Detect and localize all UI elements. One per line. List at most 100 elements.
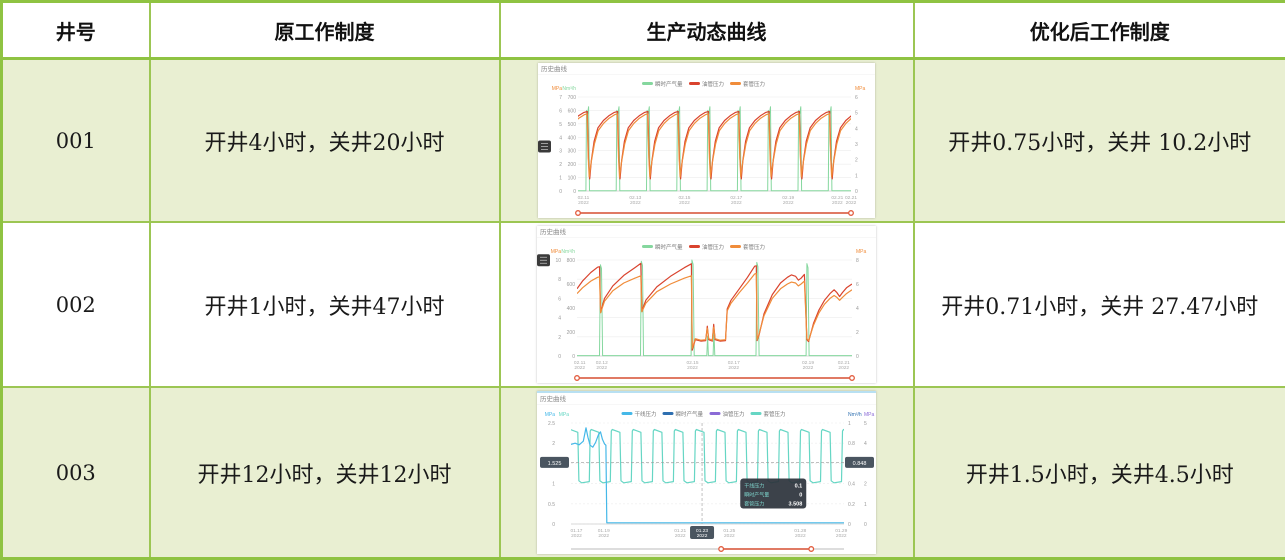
table-row-003: 003 开井12小时，关井12小时 历史曲线 干线压力 瞬时产气量 油管压力 套管压力 M… <box>0 386 1285 560</box>
svg-text:2022: 2022 <box>697 533 708 539</box>
svg-text:02.21: 02.21 <box>845 195 857 201</box>
svg-text:500: 500 <box>568 122 577 128</box>
svg-text:02.12: 02.12 <box>596 360 608 366</box>
svg-text:700: 700 <box>568 95 577 101</box>
svg-text:2022: 2022 <box>675 533 686 539</box>
svg-text:油管压力: 油管压力 <box>702 243 724 251</box>
svg-text:3: 3 <box>559 149 562 155</box>
svg-text:油管压力: 油管压力 <box>702 80 724 88</box>
svg-text:01.21: 01.21 <box>674 528 686 534</box>
svg-text:MPa: MPa <box>856 249 867 255</box>
svg-text:01.25: 01.25 <box>723 528 735 534</box>
svg-text:3: 3 <box>855 142 858 148</box>
svg-text:2: 2 <box>558 335 561 341</box>
svg-text:Nm³/h: Nm³/h <box>562 86 576 92</box>
svg-text:历史曲线: 历史曲线 <box>541 64 568 73</box>
svg-text:5: 5 <box>864 421 867 427</box>
svg-text:2: 2 <box>864 482 867 488</box>
svg-text:2: 2 <box>552 441 555 447</box>
optimized-schedule-001: 开井0.75小时，关井 10.2小时 <box>912 57 1285 223</box>
svg-text:0: 0 <box>799 493 802 499</box>
svg-text:2022: 2022 <box>679 200 690 206</box>
production-history-chart-002[interactable]: 历史曲线 瞬时产气量 油管压力 套管压力 MPa 10 8 6 4 2 0 Nm³/h 800 600 40… <box>537 226 876 383</box>
svg-text:200: 200 <box>567 330 576 336</box>
svg-text:02.21: 02.21 <box>838 360 850 366</box>
svg-text:1: 1 <box>864 502 867 508</box>
svg-text:2022: 2022 <box>803 365 814 371</box>
svg-text:01.19: 01.19 <box>598 528 610 534</box>
svg-text:0.848: 0.848 <box>853 461 867 467</box>
svg-text:02.21: 02.21 <box>831 195 843 201</box>
production-history-chart-001[interactable]: 历史曲线 瞬时产气量 油管压力 套管压力 MPa 7 6 5 4 3 2 1 0 Nm³/h 700 600 5… <box>538 63 875 218</box>
chart-cell-002: 历史曲线 瞬时产气量 油管压力 套管压力 MPa 10 8 6 4 2 0 Nm³/h 800 600 40… <box>498 221 915 388</box>
svg-text:4: 4 <box>856 306 859 312</box>
svg-text:0.4: 0.4 <box>848 482 855 488</box>
well-id-003: 003 <box>0 386 151 560</box>
svg-text:套管压力: 套管压力 <box>743 80 765 88</box>
svg-text:02.15: 02.15 <box>678 195 690 201</box>
svg-text:2: 2 <box>855 158 858 164</box>
svg-text:2022: 2022 <box>598 533 609 539</box>
svg-text:01.28: 01.28 <box>794 528 806 534</box>
svg-text:01.29: 01.29 <box>835 528 847 534</box>
svg-text:2022: 2022 <box>783 200 794 206</box>
svg-text:2022: 2022 <box>596 365 607 371</box>
svg-text:MPa: MPa <box>855 86 866 92</box>
svg-text:套管压力: 套管压力 <box>743 243 765 251</box>
svg-text:100: 100 <box>568 176 577 182</box>
svg-text:1: 1 <box>855 173 858 179</box>
svg-text:2: 2 <box>856 330 859 336</box>
svg-text:02.19: 02.19 <box>802 360 814 366</box>
svg-text:1: 1 <box>552 482 555 488</box>
svg-text:2022: 2022 <box>832 200 843 206</box>
well-id-002: 002 <box>0 221 151 388</box>
svg-text:01.17: 01.17 <box>570 528 582 534</box>
svg-text:8: 8 <box>856 258 859 264</box>
svg-text:01.23: 01.23 <box>696 528 708 534</box>
svg-text:2022: 2022 <box>728 365 739 371</box>
svg-text:2022: 2022 <box>578 200 589 206</box>
table-row-002: 002 开井1小时，关井47小时 历史曲线 瞬时产气量 油管压力 套管压力 MPa 10 8… <box>0 221 1285 388</box>
optimized-schedule-003: 开井1.5小时，关井4.5小时 <box>912 386 1285 560</box>
svg-text:02.15: 02.15 <box>686 360 698 366</box>
svg-text:0: 0 <box>573 189 576 195</box>
svg-text:02.11: 02.11 <box>578 195 590 201</box>
svg-text:MPa: MPa <box>559 412 570 418</box>
svg-text:5: 5 <box>559 122 562 128</box>
svg-text:0.5: 0.5 <box>548 502 555 508</box>
production-history-chart-003[interactable]: 历史曲线干线压力瞬时产气量油管压力套管压力MPa2.521.510.50MPaN… <box>537 391 876 554</box>
svg-text:800: 800 <box>567 258 576 264</box>
svg-text:6: 6 <box>558 296 561 302</box>
svg-text:5: 5 <box>855 111 858 117</box>
svg-text:0.1: 0.1 <box>795 484 803 490</box>
svg-text:300: 300 <box>568 149 577 155</box>
header-optimized-schedule: 优化后工作制度 <box>912 0 1285 60</box>
svg-text:瞬时产气量: 瞬时产气量 <box>676 410 704 418</box>
svg-text:套管压力: 套管压力 <box>744 501 764 508</box>
svg-text:Nm³/h: Nm³/h <box>848 412 862 418</box>
svg-text:2022: 2022 <box>571 533 582 539</box>
svg-text:2022: 2022 <box>836 533 847 539</box>
svg-text:02.17: 02.17 <box>728 360 740 366</box>
svg-text:600: 600 <box>567 282 576 288</box>
svg-text:0.2: 0.2 <box>848 502 855 508</box>
svg-text:0: 0 <box>572 354 575 360</box>
svg-text:2022: 2022 <box>795 533 806 539</box>
svg-text:2022: 2022 <box>846 200 857 206</box>
svg-text:1.525: 1.525 <box>548 461 562 467</box>
svg-text:400: 400 <box>568 135 577 141</box>
svg-text:02.13: 02.13 <box>629 195 641 201</box>
svg-text:4: 4 <box>855 126 858 132</box>
svg-text:油管压力: 油管压力 <box>723 410 745 418</box>
svg-text:MPa: MPa <box>552 86 563 92</box>
svg-text:0: 0 <box>558 354 561 360</box>
svg-text:2022: 2022 <box>687 365 698 371</box>
svg-text:02.11: 02.11 <box>574 360 586 366</box>
svg-text:4: 4 <box>864 441 867 447</box>
svg-text:1: 1 <box>848 421 851 427</box>
svg-text:2: 2 <box>559 162 562 168</box>
svg-text:MPa: MPa <box>545 412 556 418</box>
svg-text:历史曲线: 历史曲线 <box>540 394 567 403</box>
